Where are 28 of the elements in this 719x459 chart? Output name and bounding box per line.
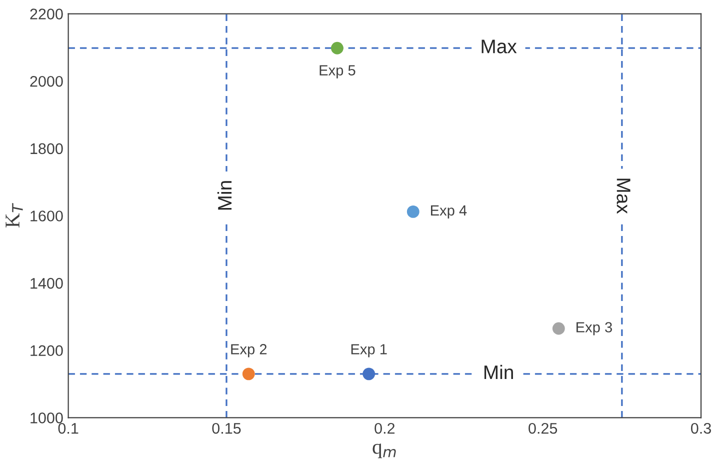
- x-tick-label: 0.1: [58, 422, 78, 434]
- ref-line-label: Min: [484, 364, 513, 379]
- ref-line-label: Max: [616, 178, 630, 214]
- point: [552, 322, 565, 335]
- x-tick-label: 0.3: [691, 422, 711, 434]
- series-label: Exp 5: [320, 65, 356, 78]
- y-tick-label: 2000: [30, 76, 63, 87]
- series-label: Exp 3: [576, 322, 612, 336]
- x-tick-label: 0.15: [212, 422, 241, 434]
- x-tick-label: 0.25: [528, 422, 558, 434]
- y-tick-label: 1600: [30, 210, 63, 222]
- x-axis-title: q$_{m}$: [372, 444, 396, 458]
- point: [242, 368, 255, 380]
- y-tick-label: 1000: [30, 412, 63, 424]
- y-tick-label: 1400: [30, 278, 63, 289]
- series-label: Exp 1: [351, 344, 387, 358]
- series-label: Exp 2: [231, 344, 267, 358]
- point: [362, 368, 376, 380]
- y-axis-title: K$_{T}$: [6, 203, 23, 228]
- y-tick-label: 2200: [30, 8, 63, 20]
- point: [406, 205, 420, 218]
- x-tick-label: 0.2: [374, 422, 395, 434]
- y-tick-label: 1800: [30, 143, 63, 154]
- y-tick-label: 1200: [30, 345, 63, 356]
- ref-line-label: Min: [217, 181, 232, 210]
- point: [331, 42, 344, 54]
- series-label: Exp 4: [431, 205, 467, 218]
- ref-line-label: Max: [482, 40, 517, 54]
